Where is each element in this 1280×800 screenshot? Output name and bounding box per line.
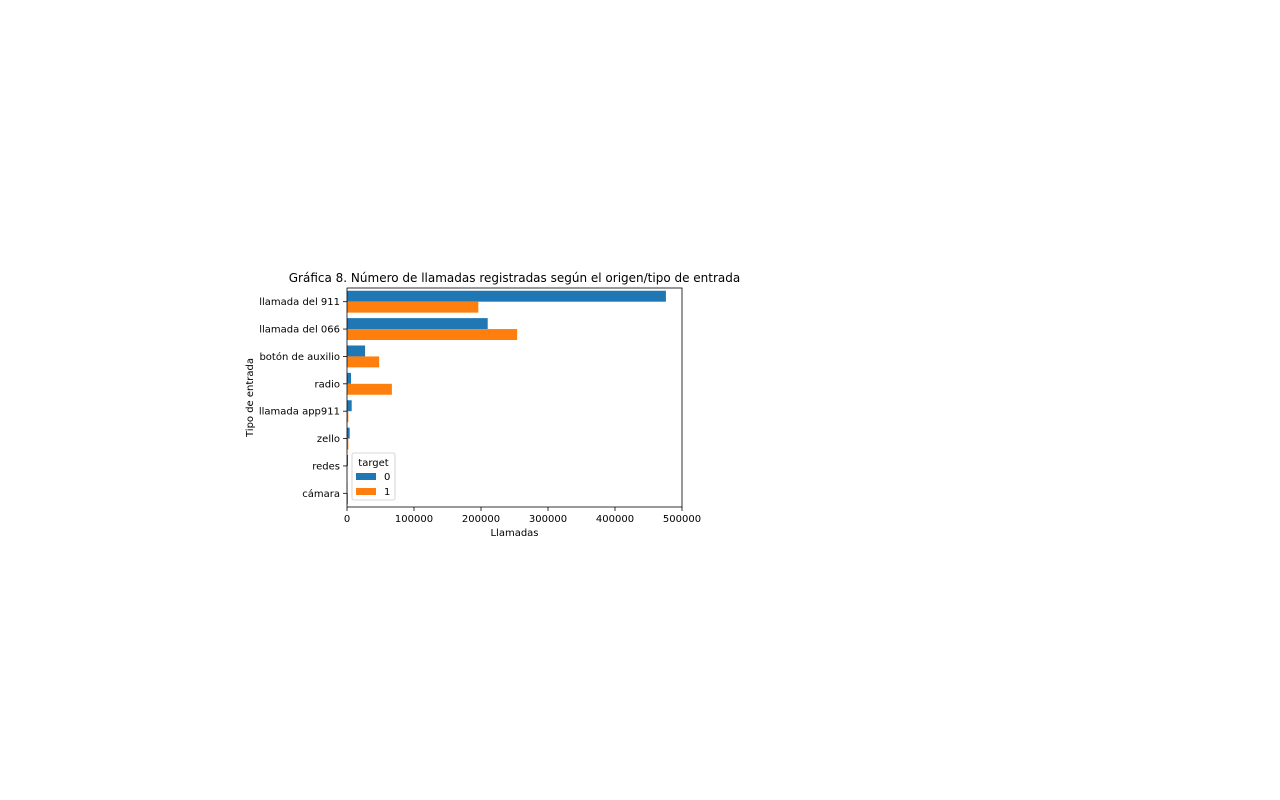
bar-llamada-del-066-series-0 xyxy=(347,318,488,330)
y-tick-label: llamada app911 xyxy=(259,407,340,418)
x-tick-label: 400000 xyxy=(596,514,634,525)
bar-llamada-del-066-series-1 xyxy=(347,329,518,341)
y-tick-label: zello xyxy=(317,434,340,445)
bar-llamada-del-911-series-1 xyxy=(347,301,479,313)
x-axis-label: Llamadas xyxy=(490,528,538,539)
legend-swatch-1 xyxy=(356,488,376,495)
bar-llamada-app911-series-1 xyxy=(347,411,349,423)
bar-redes-series-0 xyxy=(347,454,349,466)
bar-radio-series-0 xyxy=(347,372,352,384)
x-tick-label: 200000 xyxy=(462,514,500,525)
bar-llamada-del-911-series-0 xyxy=(347,290,666,302)
bar-cámara-series-1 xyxy=(347,493,349,505)
y-tick-label: redes xyxy=(312,461,340,472)
legend: target 0 1 xyxy=(351,452,396,501)
y-tick-label: llamada del 911 xyxy=(259,297,340,308)
legend-swatch-0 xyxy=(356,473,376,480)
legend-title: target xyxy=(358,458,388,469)
y-axis: llamada del 911 llamada del 066 botón de a… xyxy=(259,297,347,500)
bar-botón-de-auxilio-series-1 xyxy=(347,356,380,368)
legend-entry-1: 1 xyxy=(384,487,390,498)
chart-title: Gráfica 8. Número de llamadas registrada… xyxy=(289,271,741,285)
plot-frame xyxy=(346,287,683,508)
bar-zello-series-0 xyxy=(347,427,350,439)
y-tick-label: radio xyxy=(315,379,340,390)
bars-group xyxy=(347,290,666,505)
x-axis: 0 100000 200000 300000 400000 500000 xyxy=(344,507,701,525)
x-tick-label: 0 xyxy=(344,514,350,525)
y-axis-label: Tipo de entrada xyxy=(245,358,256,438)
legend-entry-0: 0 xyxy=(384,472,390,483)
x-tick-label: 100000 xyxy=(395,514,433,525)
bar-llamada-app911-series-0 xyxy=(347,400,352,412)
y-tick-label: botón de auxilio xyxy=(259,351,340,363)
bar-zello-series-1 xyxy=(347,438,349,450)
bar-radio-series-1 xyxy=(347,383,392,395)
bar-botón-de-auxilio-series-0 xyxy=(347,345,366,357)
y-tick-label: llamada del 066 xyxy=(259,325,340,336)
y-tick-label: cámara xyxy=(302,488,340,500)
x-tick-label: 500000 xyxy=(663,514,701,525)
x-tick-label: 300000 xyxy=(529,514,567,525)
